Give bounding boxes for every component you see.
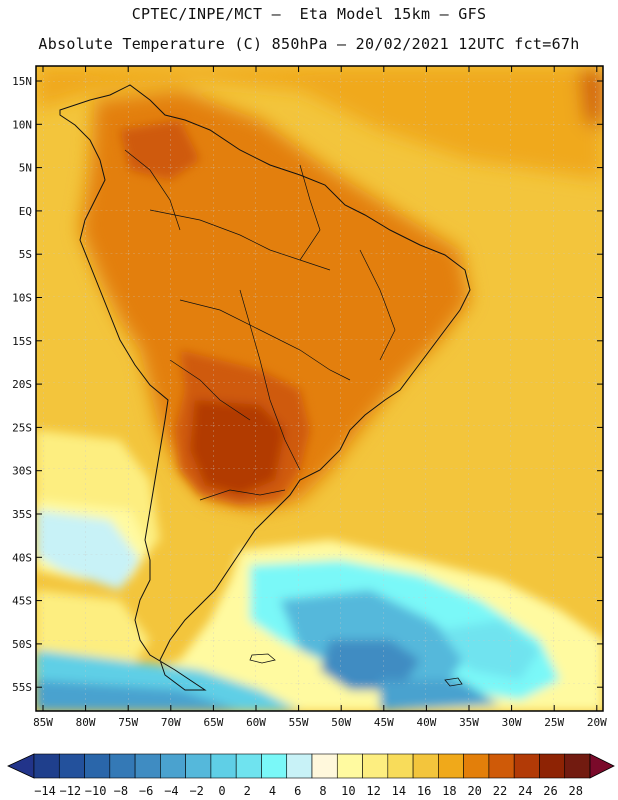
lat-label: 55S — [12, 681, 32, 694]
lon-label: 60W — [246, 716, 266, 729]
colorbar-swatch — [261, 753, 288, 779]
map-frame — [35, 65, 604, 712]
colorbar-swatch — [513, 753, 540, 779]
lon-label: 35W — [459, 716, 479, 729]
lat-label: 30S — [12, 465, 32, 478]
colorbar-swatch — [160, 753, 186, 779]
colorbar-swatch — [412, 753, 439, 779]
lon-label: 55W — [289, 716, 309, 729]
colorbar-label: 22 — [493, 784, 507, 798]
lat-label: 10S — [12, 292, 32, 305]
title-line-2: Absolute Temperature (C) 850hPa – 20/02/… — [38, 35, 580, 53]
colorbar-label: 26 — [543, 784, 557, 798]
colorbar-swatch — [84, 753, 111, 779]
colorbar-label: 28 — [569, 784, 583, 798]
lon-label: 80W — [76, 716, 96, 729]
lon-label: 70W — [161, 716, 181, 729]
colorbar-label: −8 — [114, 784, 128, 798]
colorbar-swatch — [134, 753, 161, 779]
colorbar-label: 12 — [366, 784, 380, 798]
colorbar-under-arrow — [7, 753, 35, 779]
colorbar-swatch — [362, 753, 389, 779]
lon-label: 45W — [374, 716, 394, 729]
colorbar-label: 14 — [392, 784, 406, 798]
colorbar-over-arrow — [589, 753, 615, 779]
temperature-field — [36, 66, 603, 711]
south-georgia — [444, 677, 463, 687]
falkland-islands — [249, 653, 276, 664]
colorbar-label: −14 — [34, 784, 56, 798]
colorbar-label: −4 — [164, 784, 178, 798]
colorbar-label: 18 — [442, 784, 456, 798]
lat-label: 35S — [12, 508, 32, 521]
colorbar-swatch — [438, 753, 464, 779]
colorbar-label: 10 — [341, 784, 355, 798]
latitude-axis: 15N 10N 5N EQ 5S 10S 15S 20S 25S 30S 35S 40S 45S 50S 5… — [12, 75, 603, 694]
lon-label: 20W — [587, 716, 607, 729]
colorbar-swatch — [539, 753, 566, 779]
graticule — [36, 66, 603, 711]
lat-label: 45S — [12, 595, 32, 608]
lat-label: 10N — [12, 118, 32, 131]
colorbar-label: 2 — [244, 784, 251, 798]
colorbar-label: −10 — [85, 784, 107, 798]
lon-label: 85W — [33, 716, 53, 729]
lat-label: 25S — [12, 421, 32, 434]
country-borders — [124, 149, 396, 501]
title-line-1: CPTEC/INPE/MCT – Eta Model 15km – GFS — [131, 5, 487, 23]
colorbar-swatch — [463, 753, 490, 779]
lon-label: 75W — [118, 716, 138, 729]
lon-label: 65W — [203, 716, 223, 729]
lat-label: 15N — [12, 75, 32, 88]
colorbar-swatch — [311, 753, 338, 779]
lat-label: 50S — [12, 638, 32, 651]
lat-label: 5S — [19, 248, 32, 261]
colorbar-swatch — [387, 753, 414, 779]
lat-label: 15S — [12, 335, 32, 348]
colorbar-label: 4 — [269, 784, 276, 798]
colorbar-label: 20 — [467, 784, 481, 798]
lon-label: 25W — [544, 716, 564, 729]
colorbar-label: −12 — [59, 784, 81, 798]
colorbar-swatch — [109, 753, 136, 779]
colorbar-swatch — [488, 753, 515, 779]
colorbar: −14 −12 −10 −8 −6 −4 −2 0 2 4 6 8 10 12 14 16 18 20 22 24 26… — [7, 753, 615, 798]
lon-label: 40W — [416, 716, 436, 729]
lon-label: 50W — [331, 716, 351, 729]
colorbar-swatch — [564, 753, 591, 779]
colorbar-swatch — [58, 753, 85, 779]
lat-label: 5N — [19, 162, 32, 175]
colorbar-swatch — [286, 753, 313, 779]
colorbar-swatch — [185, 753, 212, 779]
colorbar-swatch — [33, 753, 60, 779]
colorbar-swatch — [210, 753, 237, 779]
coastline-south-america — [59, 84, 471, 691]
colorbar-label: 24 — [518, 784, 532, 798]
colorbar-swatch — [235, 753, 262, 779]
lat-label: EQ — [19, 205, 32, 218]
longitude-axis: 85W 80W 75W 70W 65W 60W 55W 50W 45W 40W 35W 30W 25W 2… — [33, 66, 607, 729]
colorbar-label: −6 — [139, 784, 153, 798]
lat-label: 40S — [12, 551, 32, 564]
colorbar-swatch — [336, 753, 363, 779]
colorbar-label: −2 — [189, 784, 203, 798]
colorbar-label: 16 — [417, 784, 431, 798]
lon-label: 30W — [502, 716, 522, 729]
lat-label: 20S — [12, 378, 32, 391]
colorbar-label: 6 — [294, 784, 301, 798]
colorbar-label: 0 — [218, 784, 225, 798]
colorbar-label: 8 — [319, 784, 326, 798]
